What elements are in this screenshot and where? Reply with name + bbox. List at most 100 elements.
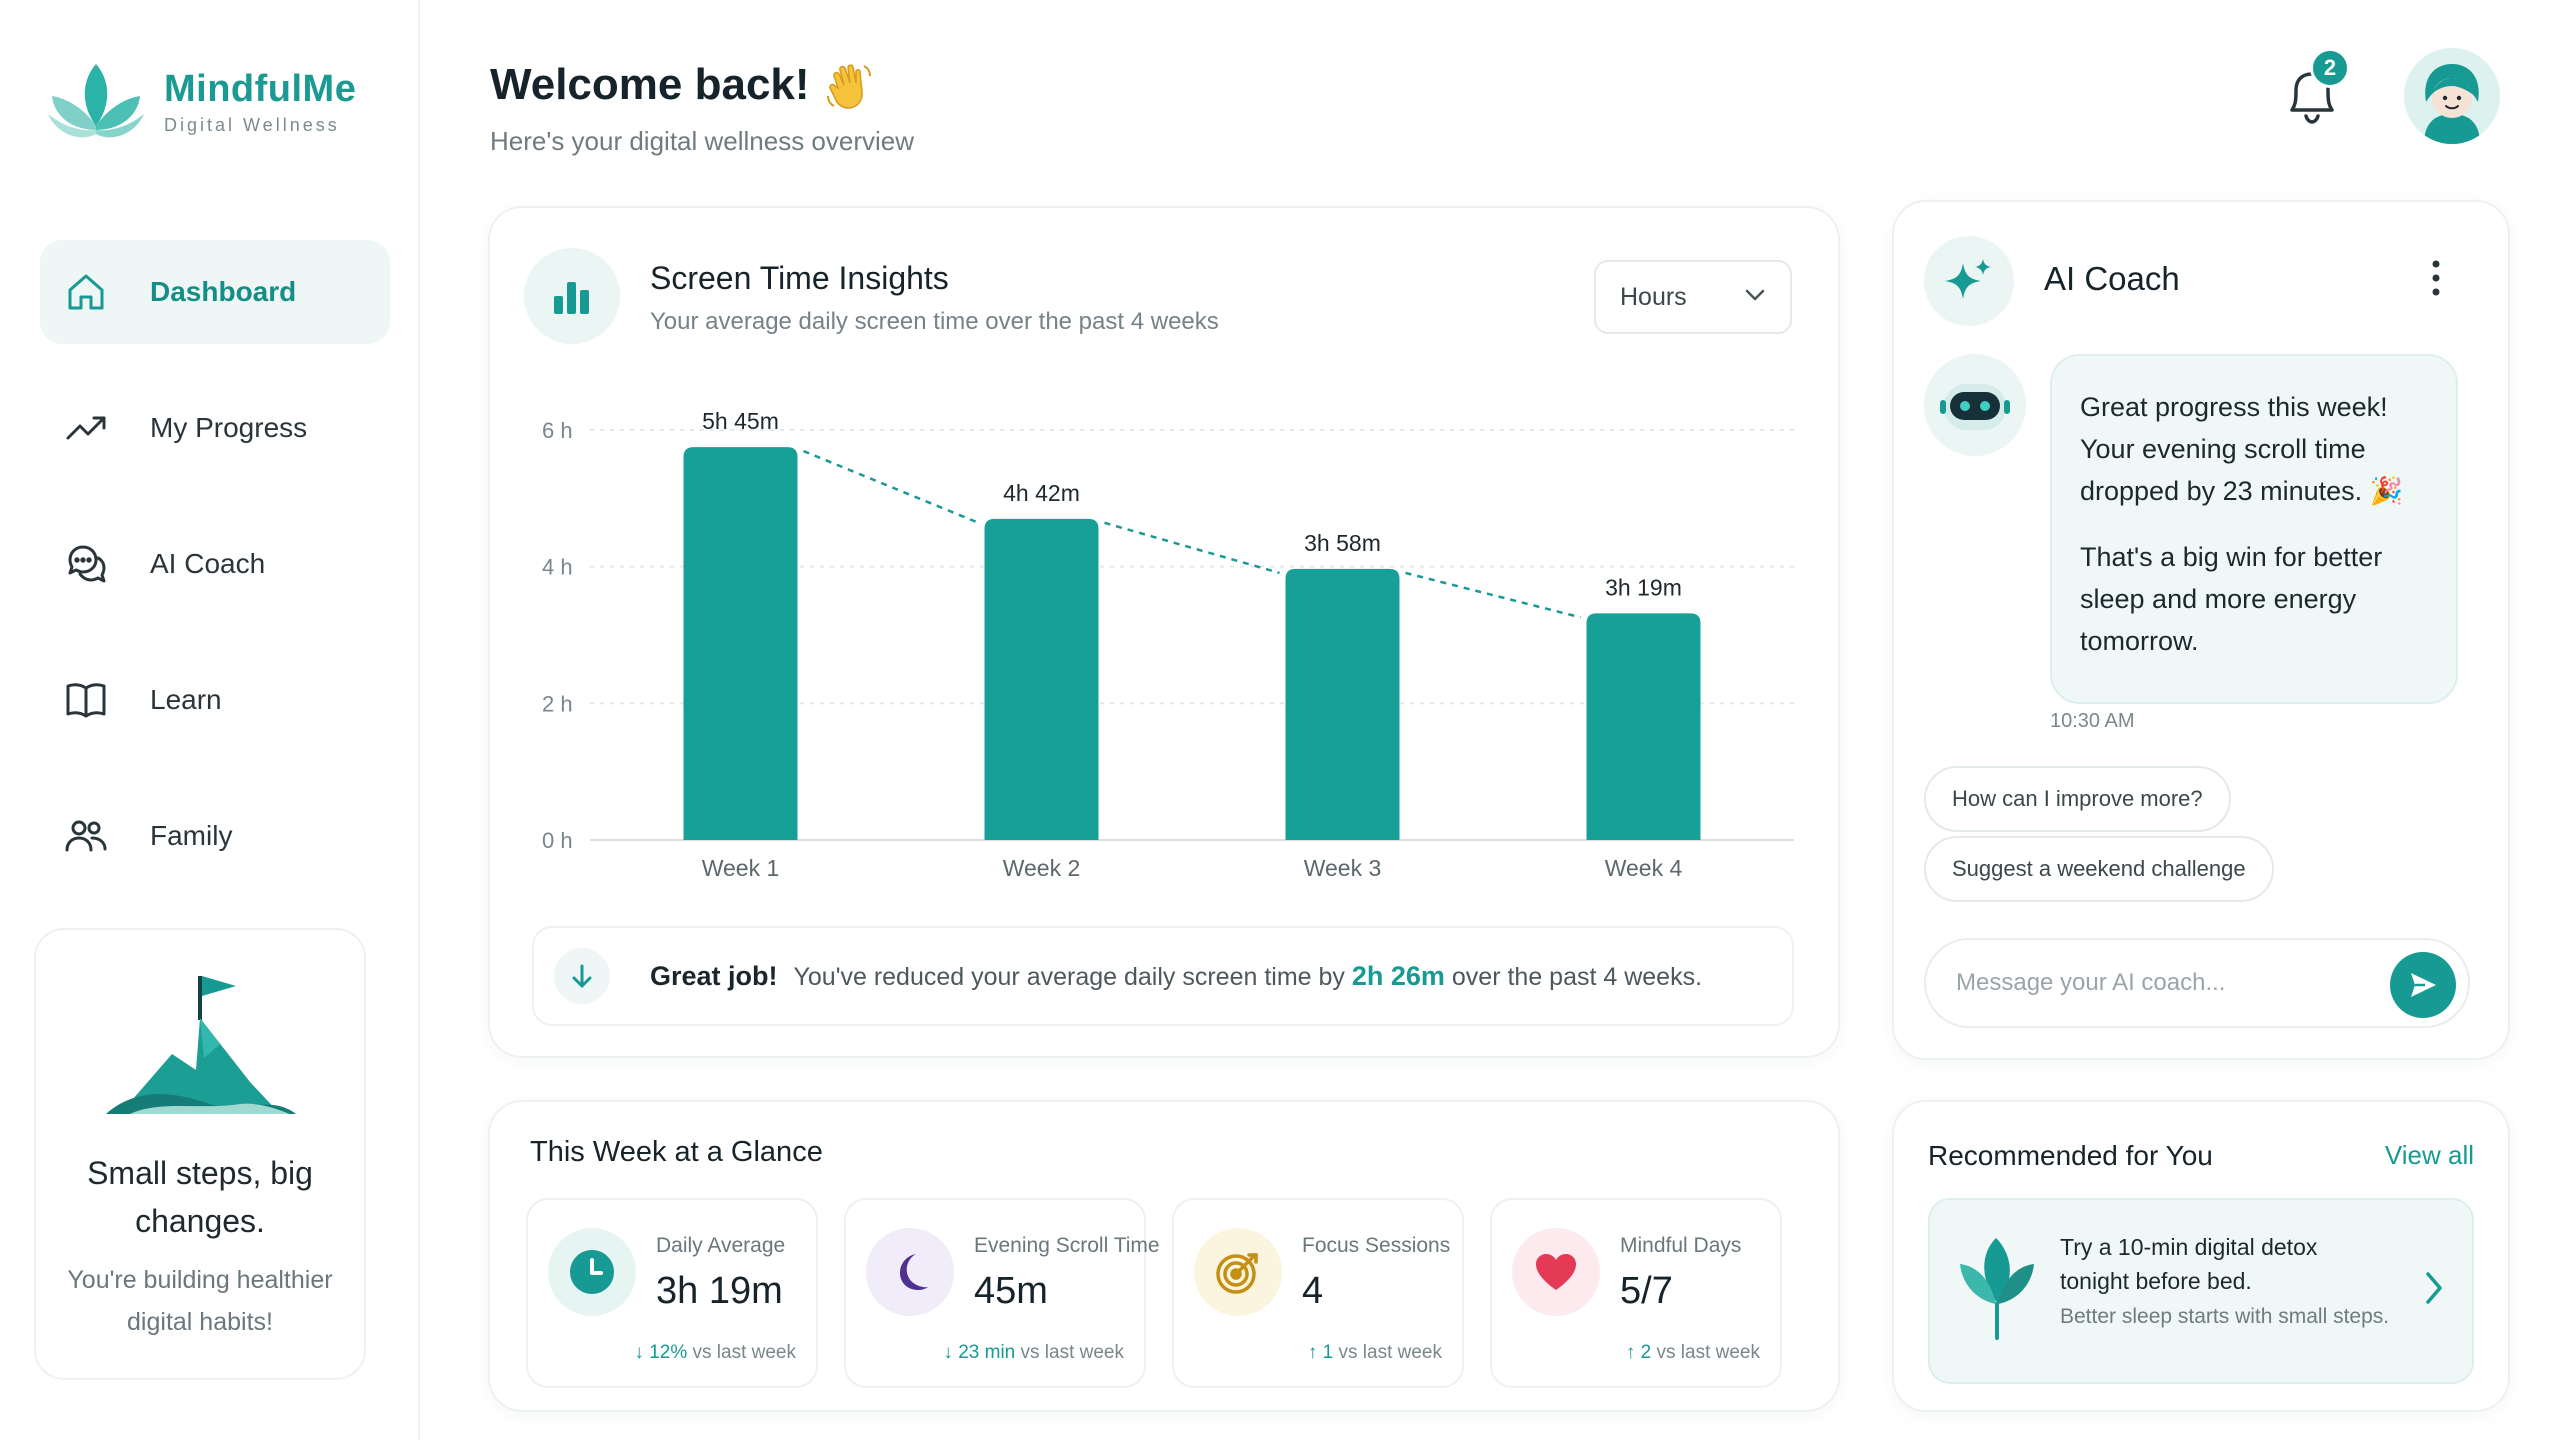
user-avatar-icon — [2404, 48, 2500, 144]
target-icon — [1216, 1253, 1258, 1294]
motivation-title: Small steps, big changes. — [87, 1155, 313, 1239]
summary-text-lead: You've reduced your average daily screen… — [793, 962, 1345, 991]
summary-strong: Great job! — [650, 960, 778, 991]
stat-icon-badge — [1512, 1228, 1600, 1316]
message-input-wrapper — [1924, 938, 2470, 1028]
nav-label: My Progress — [150, 412, 308, 443]
card-title: Screen Time Insights — [650, 260, 949, 296]
coach-message-p2: That's a big win for better sleep and mo… — [2080, 542, 2383, 656]
home-icon — [68, 274, 104, 310]
more-options-icon[interactable] — [2424, 258, 2448, 298]
stat-label: Daily Average — [656, 1234, 786, 1257]
stat-label: Evening Scroll Time — [974, 1234, 1160, 1257]
chevron-down-icon — [1745, 289, 1765, 301]
main-nav: Dashboard My Progress AI Coach Learn — [40, 240, 390, 920]
lotus-logo-icon — [48, 64, 144, 138]
suggestion-chip-weekend[interactable]: Suggest a weekend challenge — [1924, 836, 2274, 902]
y-tick-label: 0 h — [542, 828, 573, 853]
x-tick-label: Week 4 — [1605, 855, 1683, 881]
stat-value: 4 — [1302, 1270, 1324, 1312]
x-tick-label: Week 1 — [702, 855, 780, 881]
trending-up-icon — [66, 416, 106, 440]
chart-icon-badge — [524, 248, 620, 344]
stat-delta-text: vs last week — [1020, 1342, 1124, 1363]
reco-title: Recommended for You — [1928, 1140, 2213, 1171]
x-tick-label: Week 3 — [1304, 855, 1382, 881]
chevron-right-icon — [2426, 1272, 2442, 1304]
stat-delta-text: vs last week — [692, 1342, 796, 1363]
stat-label: Mindful Days — [1620, 1234, 1742, 1257]
stat-evening-scroll[interactable]: Evening Scroll Time 45m ↓ 23 min vs last… — [844, 1198, 1160, 1388]
stat-delta-value: 1 — [1322, 1342, 1334, 1363]
page-title-text: Welcome back! — [490, 60, 810, 109]
nav-label: Family — [150, 820, 233, 851]
sparkle-badge — [1924, 236, 2014, 326]
stat-delta-value: 12% — [649, 1342, 688, 1363]
screen-time-chart: 0 h 2 h 4 h 6 h 5h 45m Week 1 4h 42m Week 2 3h 5… — [542, 408, 1794, 881]
stat-delta: ↓ 23 min vs last week — [943, 1342, 1124, 1363]
reco-item-subtitle: Better sleep starts with small steps. — [2060, 1305, 2390, 1328]
users-icon — [65, 820, 107, 852]
nav-label: Dashboard — [150, 276, 297, 307]
stat-value: 5/7 — [1620, 1270, 1673, 1312]
summary-highlight: 2h 26m — [1351, 960, 1445, 991]
heart-icon — [1536, 1254, 1576, 1290]
summary-banner: Great job! You've reduced your average d… — [532, 926, 1794, 1026]
chart-bar — [683, 447, 798, 840]
nav-label: AI Coach — [150, 548, 266, 579]
motivation-card: Small steps, big changes. You're buildin… — [34, 928, 366, 1380]
stat-delta: ↑ 1 vs last week — [1307, 1342, 1442, 1363]
bar-value-label: 3h 19m — [1605, 574, 1682, 600]
nav-label: Learn — [150, 684, 222, 715]
nav-item-learn[interactable]: Learn — [40, 648, 390, 752]
card-subtitle: Your average daily screen time over the … — [650, 308, 1219, 335]
view-all-link[interactable]: View all — [2384, 1140, 2474, 1170]
stat-value: 45m — [974, 1270, 1048, 1312]
stat-delta: ↓ 12% vs last week — [634, 1342, 796, 1363]
brand[interactable]: MindfulMe Digital Wellness — [44, 60, 356, 144]
motivation-text: You're building healthier digital habits… — [67, 1266, 333, 1336]
unit-select[interactable]: Hours — [1594, 260, 1792, 334]
stat-icon-badge — [1194, 1228, 1282, 1316]
notification-badge: 2 — [2310, 48, 2350, 88]
down-arrow-badge — [554, 948, 610, 1004]
screen-time-card: Screen Time Insights Your average daily … — [488, 206, 1840, 1058]
stat-delta-text: vs last week — [1656, 1342, 1760, 1363]
stat-delta-value: 23 min — [958, 1342, 1016, 1363]
recommended-card: Recommended for You View all Try a 10-mi… — [1892, 1100, 2510, 1412]
trend-line-segment — [1405, 571, 1581, 619]
suggestion-chip-improve[interactable]: How can I improve more? — [1924, 766, 2231, 832]
sidebar: MindfulMe Digital Wellness Dashboard My … — [0, 0, 420, 1440]
summary-text: You've reduced your average daily screen… — [794, 961, 1703, 992]
stat-icon-badge — [548, 1228, 636, 1316]
ai-coach-card: AI Coach Great progress this week! Your … — [1892, 200, 2510, 1060]
stat-focus-sessions[interactable]: Focus Sessions 4 ↑ 1 vs last week — [1172, 1198, 1464, 1388]
message-input[interactable] — [1956, 969, 2356, 997]
mountain-flag-illustration — [106, 976, 296, 1114]
stat-label: Focus Sessions — [1302, 1234, 1451, 1257]
nav-item-dashboard[interactable]: Dashboard — [40, 240, 390, 344]
stat-delta-text: vs last week — [1338, 1342, 1442, 1363]
nav-item-family[interactable]: Family — [40, 784, 390, 888]
send-button[interactable] — [2390, 952, 2456, 1018]
y-tick-label: 6 h — [542, 418, 573, 443]
stat-daily-average[interactable]: Daily Average 3h 19m ↓ 12% vs last week — [526, 1198, 818, 1388]
coach-avatar — [1924, 354, 2026, 456]
chart-bar — [1586, 613, 1701, 840]
arrow-down-icon — [572, 964, 592, 988]
nav-item-my-progress[interactable]: My Progress — [40, 376, 390, 480]
message-time: 10:30 AM — [2050, 710, 2135, 732]
avatar[interactable] — [2404, 48, 2500, 144]
bar-value-label: 4h 42m — [1003, 480, 1080, 506]
x-tick-label: Week 2 — [1003, 855, 1081, 881]
y-tick-label: 2 h — [542, 691, 573, 716]
stat-icon-badge — [866, 1228, 954, 1316]
chat-bubbles-icon — [68, 545, 106, 583]
recommendation-item[interactable]: Try a 10-min digital detox tonight befor… — [1928, 1198, 2474, 1384]
nav-item-ai-coach[interactable]: AI Coach — [40, 512, 390, 616]
bar-value-label: 5h 45m — [702, 408, 779, 434]
bar-value-label: 3h 58m — [1304, 530, 1381, 556]
stat-mindful-days[interactable]: Mindful Days 5/7 ↑ 2 vs last week — [1490, 1198, 1782, 1388]
glance-title: This Week at a Glance — [530, 1136, 823, 1168]
waving-hand-icon — [826, 64, 871, 109]
